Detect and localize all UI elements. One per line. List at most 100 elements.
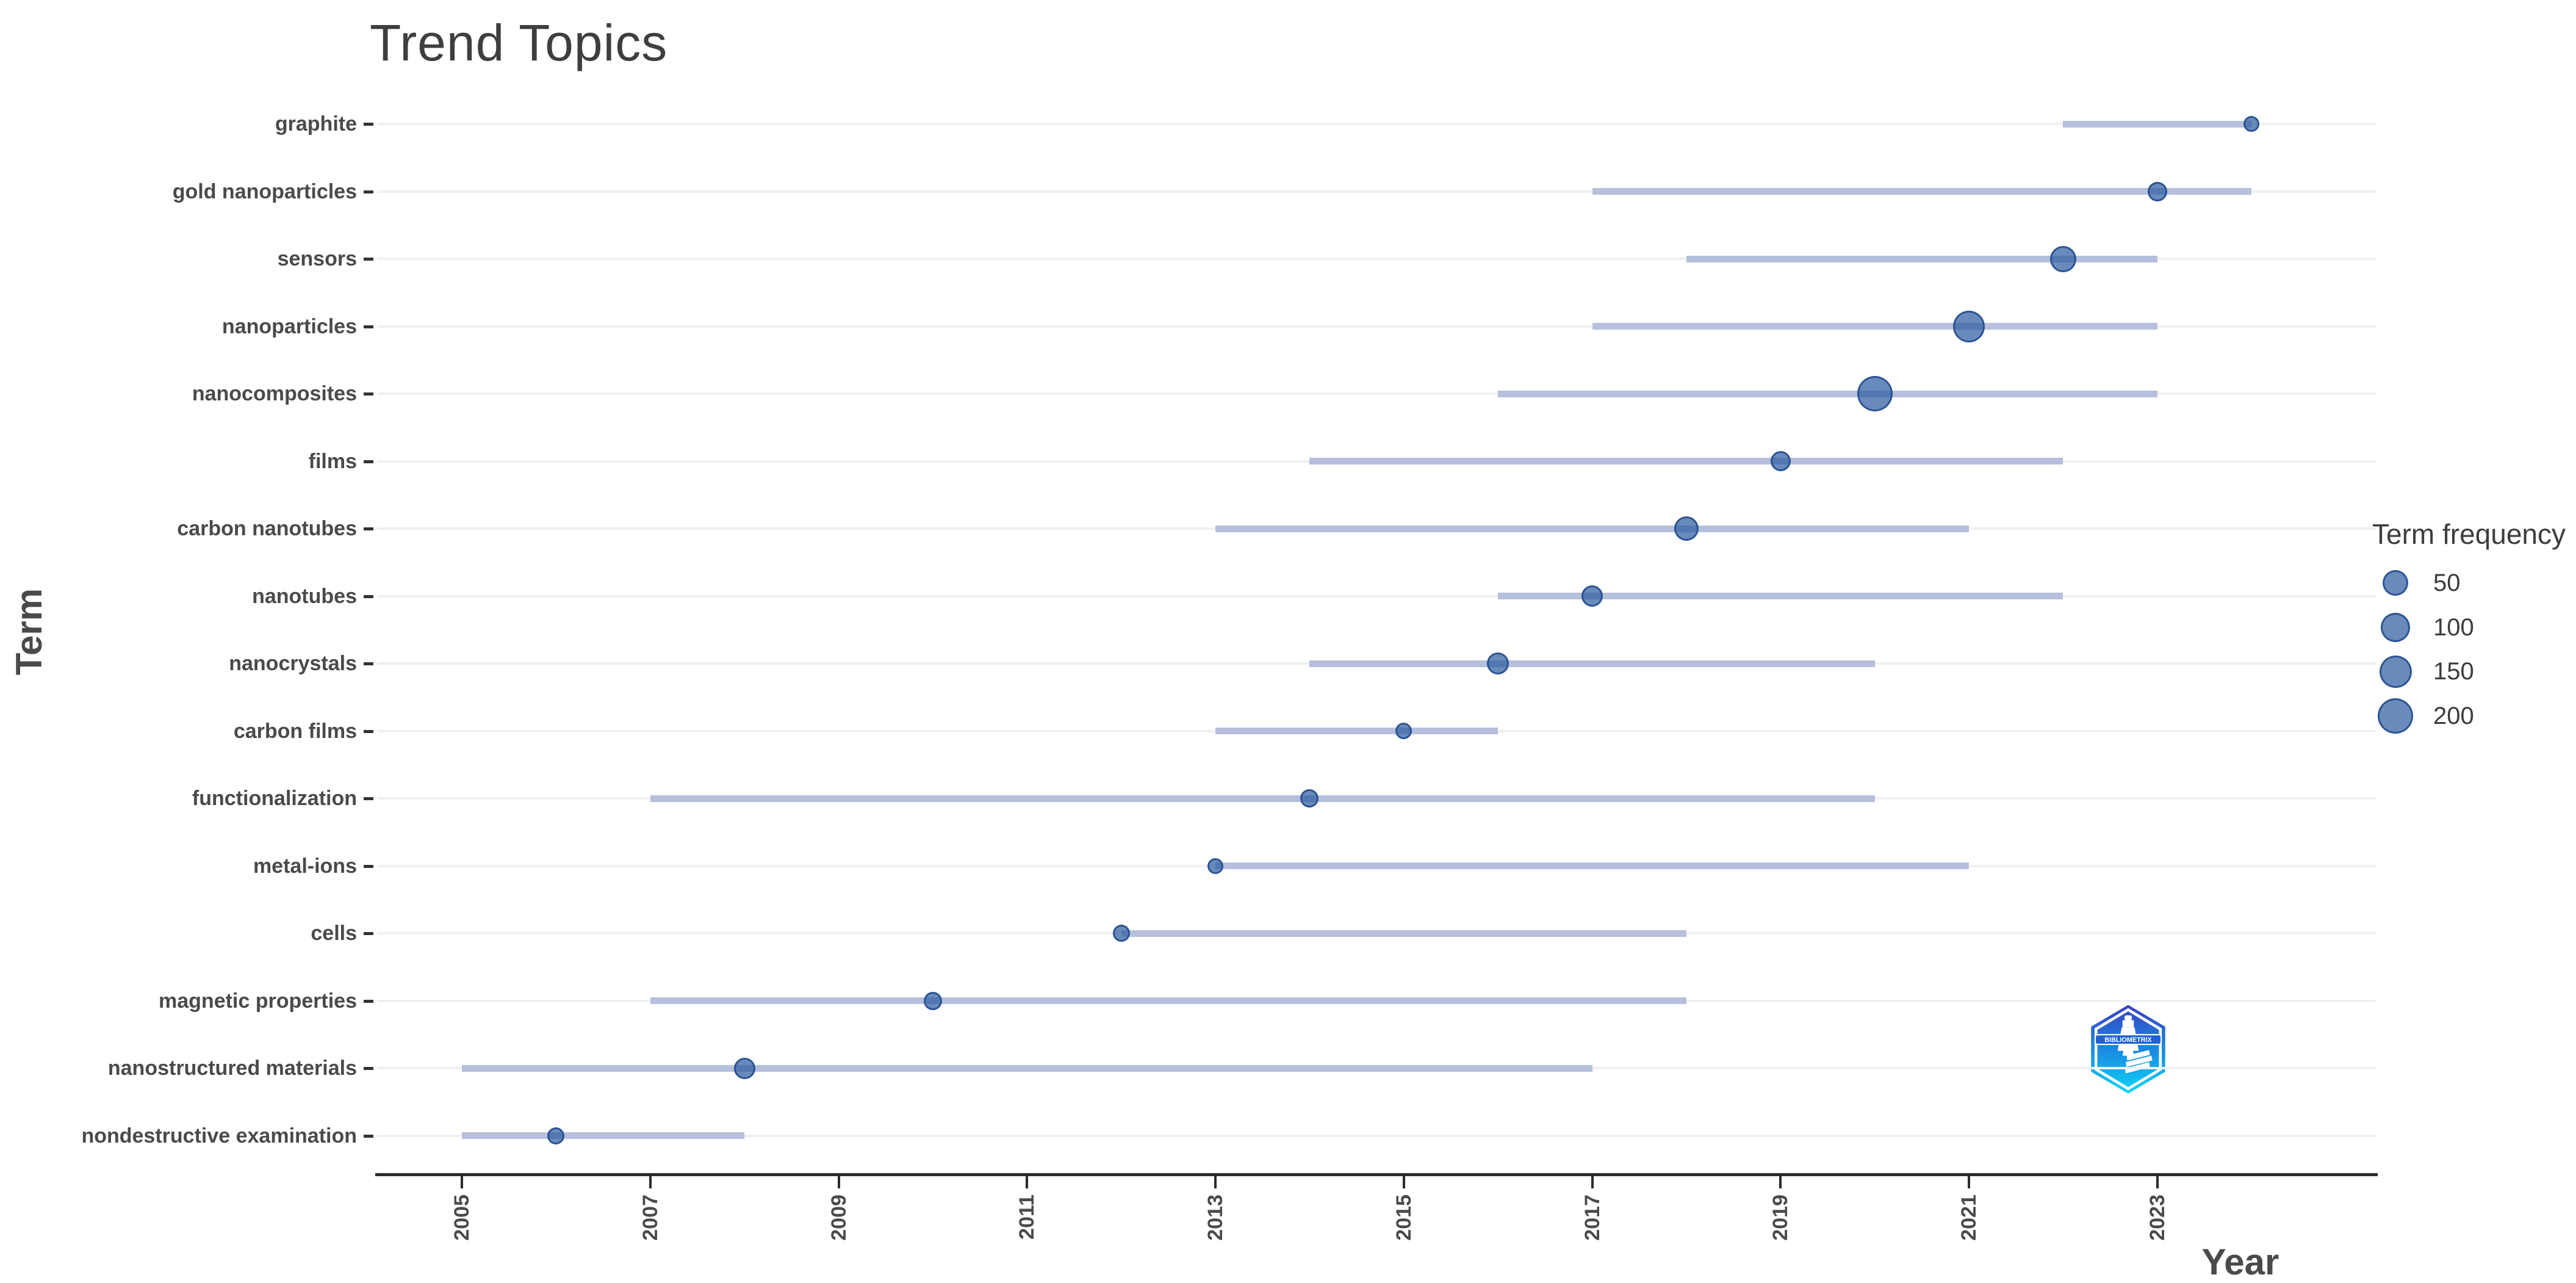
term-range-line — [462, 1064, 1592, 1072]
term-range-line — [650, 997, 1686, 1004]
row-gridline — [377, 123, 2376, 125]
row-gridline — [377, 392, 2376, 395]
x-axis-tick-label: 2007 — [638, 1194, 662, 1241]
legend-title: Term frequency — [2372, 518, 2566, 550]
term-range-line — [1592, 188, 2252, 195]
y-axis-tick — [364, 258, 373, 261]
x-axis-tick-label: 2017 — [1580, 1194, 1604, 1241]
y-axis-tick — [364, 932, 373, 935]
term-frequency-dot — [1581, 585, 1603, 607]
term-range-line — [1309, 660, 1875, 667]
x-axis-tick — [1026, 1176, 1029, 1188]
x-axis-tick — [461, 1176, 463, 1188]
x-axis-tick-label: 2013 — [1204, 1194, 1227, 1241]
y-axis-label: cells — [311, 922, 357, 945]
y-axis-tick — [364, 123, 373, 126]
y-axis-tick — [364, 325, 373, 328]
y-axis-tick — [364, 729, 373, 733]
x-axis-tick — [1402, 1176, 1405, 1188]
logo-banner: BIBLIOMETRIX — [2094, 1034, 2162, 1046]
x-axis-line — [375, 1173, 2378, 1176]
y-axis-label: nanotubes — [252, 584, 357, 608]
term-range-line — [650, 795, 1875, 802]
y-axis-label: nanostructured materials — [107, 1057, 357, 1080]
y-axis-tick — [364, 797, 373, 800]
legend-item-label: 150 — [2433, 658, 2474, 685]
y-axis-label: carbon films — [233, 719, 357, 743]
term-frequency-dot — [2049, 245, 2076, 272]
chart-title: Trend Topics — [370, 14, 668, 71]
legend-dot — [2378, 698, 2413, 734]
x-axis-tick — [1779, 1176, 1782, 1188]
term-range-line — [462, 1132, 745, 1139]
x-axis-tick-label: 2019 — [1769, 1194, 1793, 1241]
term-range-line — [1686, 255, 2157, 262]
term-range-line — [1309, 458, 2063, 464]
x-axis-tick-label: 2005 — [450, 1194, 473, 1241]
x-axis-tick-label: 2023 — [2145, 1194, 2169, 1241]
term-frequency-dot — [547, 1127, 565, 1144]
term-range-line — [1498, 390, 2157, 397]
legend-item-label: 200 — [2433, 702, 2474, 729]
term-range-line — [1498, 593, 2063, 599]
term-frequency-dot — [2147, 181, 2167, 201]
x-axis-tick — [649, 1176, 652, 1188]
y-axis-label: nondestructive examination — [81, 1124, 357, 1147]
row-gridline — [377, 1134, 2376, 1137]
row-gridline — [377, 258, 2376, 260]
x-axis-tick — [837, 1176, 840, 1188]
y-axis-tick — [364, 1134, 373, 1138]
y-axis-title: Term — [9, 588, 49, 676]
y-axis-label: carbon nanotubes — [177, 517, 357, 540]
y-axis-tick — [364, 527, 373, 530]
term-frequency-dot — [1770, 451, 1791, 471]
y-axis-tick — [364, 460, 373, 463]
x-axis-tick-label: 2009 — [827, 1194, 851, 1241]
y-axis-label: sensors — [277, 247, 357, 270]
x-axis-tick — [2156, 1176, 2159, 1188]
y-axis-label: magnetic properties — [159, 989, 357, 1013]
term-frequency-dot — [733, 1057, 755, 1079]
y-axis-label: metal-ions — [253, 854, 357, 878]
row-gridline — [377, 325, 2376, 328]
y-axis-label: functionalization — [192, 787, 357, 810]
term-range-line — [1592, 323, 2157, 330]
legend-dot — [2383, 570, 2408, 596]
x-axis-tick-label: 2021 — [1957, 1194, 1981, 1241]
legend-item-label: 50 — [2433, 569, 2461, 596]
y-axis-tick — [364, 595, 373, 598]
term-frequency-dot — [1395, 723, 1412, 739]
y-axis-label: nanocrystals — [229, 652, 357, 675]
y-axis-tick — [364, 392, 373, 396]
y-axis-tick — [364, 662, 373, 665]
term-frequency-dot — [1953, 310, 1985, 342]
y-axis-tick — [364, 1067, 373, 1070]
y-axis-label: gold nanoparticles — [172, 179, 357, 203]
term-frequency-dot — [1207, 858, 1223, 874]
x-axis-tick — [1214, 1176, 1217, 1188]
term-range-line — [1215, 862, 1969, 869]
legend-dot — [2379, 655, 2412, 688]
x-axis-tick — [1968, 1176, 1970, 1188]
x-axis-tick-label: 2011 — [1015, 1194, 1039, 1240]
logo-text: BIBLIOMETRIX — [2104, 1036, 2152, 1044]
y-axis-label: nanoparticles — [221, 314, 357, 338]
x-axis-tick — [1591, 1176, 1594, 1188]
term-frequency-dot — [1300, 789, 1319, 808]
term-frequency-dot — [1674, 516, 1699, 541]
term-frequency-dot — [1112, 925, 1130, 942]
row-gridline — [377, 190, 2376, 193]
term-frequency-dot — [1487, 652, 1509, 674]
y-axis-tick — [364, 190, 373, 193]
term-frequency-dot — [923, 991, 942, 1010]
legend-item-label: 100 — [2433, 613, 2474, 641]
y-axis-label: films — [308, 449, 357, 473]
term-frequency-dot — [2243, 116, 2260, 132]
term-frequency-dot — [1857, 376, 1893, 411]
y-axis-label: nanocomposites — [192, 382, 357, 405]
x-axis-tick-label: 2015 — [1392, 1194, 1416, 1241]
term-range-line — [1215, 525, 1969, 532]
y-axis-tick — [364, 864, 373, 868]
y-axis-label: graphite — [275, 112, 357, 136]
